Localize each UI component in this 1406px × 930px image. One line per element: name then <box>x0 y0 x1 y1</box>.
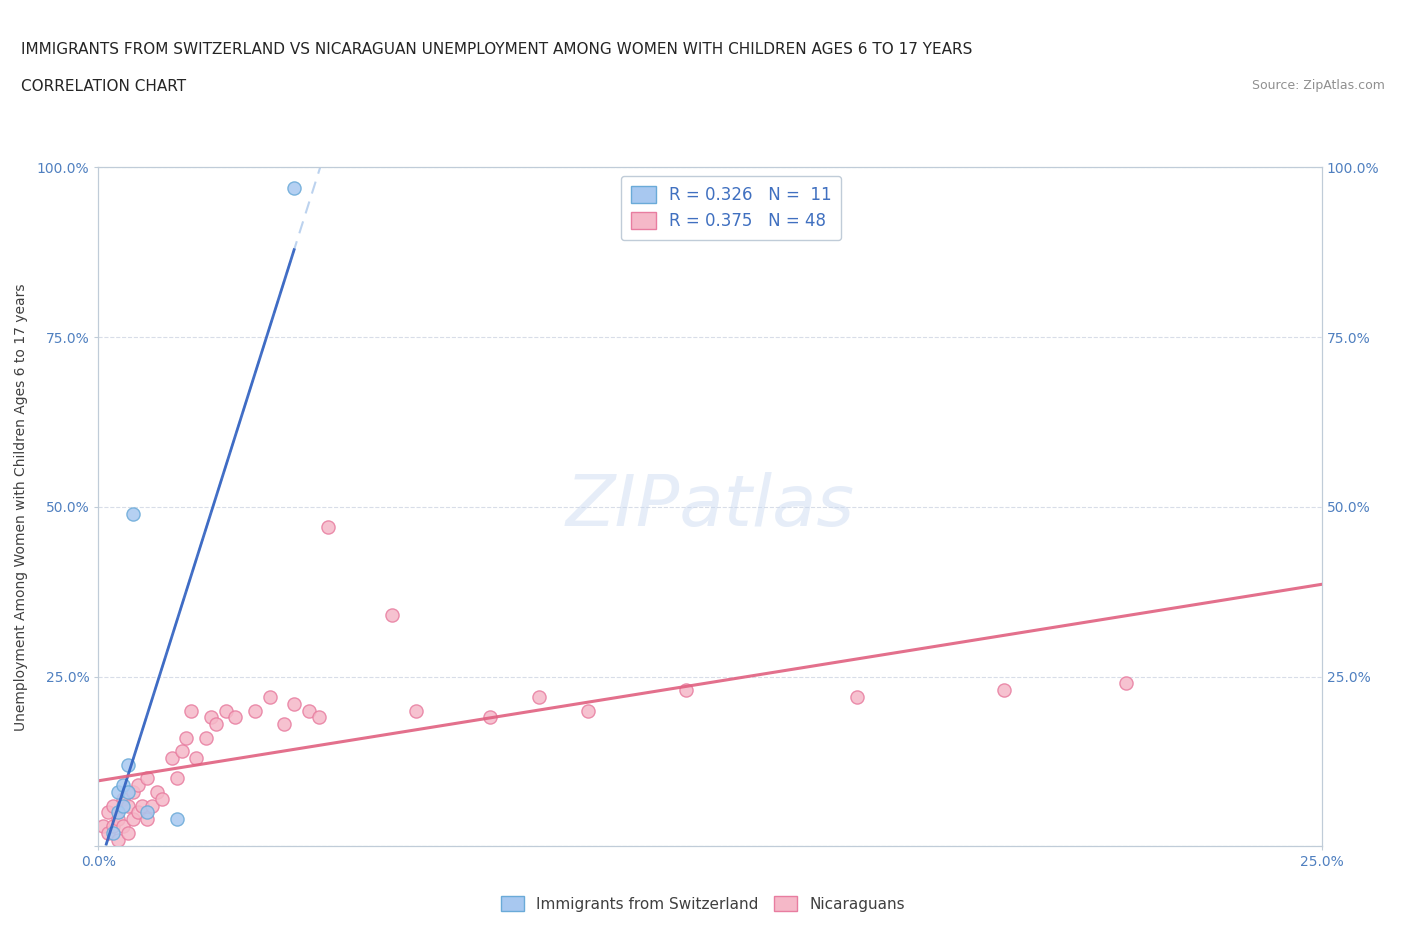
Point <box>527 689 550 704</box>
Point <box>675 683 697 698</box>
Text: Source: ZipAtlas.com: Source: ZipAtlas.com <box>1251 79 1385 92</box>
Point <box>273 717 295 732</box>
Point <box>195 730 218 745</box>
Point <box>166 771 188 786</box>
Point <box>141 798 163 813</box>
Point <box>283 697 305 711</box>
Point <box>107 785 129 800</box>
Point <box>136 805 159 820</box>
Point <box>1115 676 1137 691</box>
Point <box>150 791 173 806</box>
Point <box>166 812 188 827</box>
Point <box>993 683 1015 698</box>
Point <box>845 689 868 704</box>
Text: IMMIGRANTS FROM SWITZERLAND VS NICARAGUAN UNEMPLOYMENT AMONG WOMEN WITH CHILDREN: IMMIGRANTS FROM SWITZERLAND VS NICARAGUA… <box>21 42 973 57</box>
Text: CORRELATION CHART: CORRELATION CHART <box>21 79 186 94</box>
Point <box>186 751 208 765</box>
Point <box>224 710 246 724</box>
Point <box>243 703 266 718</box>
Point <box>283 180 305 195</box>
Point <box>91 818 114 833</box>
Point <box>121 506 143 521</box>
Point <box>308 710 330 724</box>
Point <box>127 805 149 820</box>
Point <box>136 771 159 786</box>
Point <box>97 825 120 840</box>
Point <box>205 717 228 732</box>
Point <box>160 751 183 765</box>
Point <box>576 703 599 718</box>
Point <box>127 777 149 792</box>
Point <box>180 703 202 718</box>
Point <box>170 744 193 759</box>
Point <box>117 757 139 772</box>
Point <box>101 798 124 813</box>
Point <box>318 520 340 535</box>
Point <box>121 812 143 827</box>
Point <box>259 689 281 704</box>
Point <box>121 785 143 800</box>
Point <box>214 703 236 718</box>
Point <box>176 730 198 745</box>
Point <box>136 812 159 827</box>
Point <box>111 791 134 806</box>
Point <box>111 777 134 792</box>
Point <box>117 798 139 813</box>
Point <box>131 798 153 813</box>
Y-axis label: Unemployment Among Women with Children Ages 6 to 17 years: Unemployment Among Women with Children A… <box>14 283 28 731</box>
Text: ZIPatlas: ZIPatlas <box>565 472 855 541</box>
Point <box>101 818 124 833</box>
Legend: Immigrants from Switzerland, Nicaraguans: Immigrants from Switzerland, Nicaraguans <box>495 889 911 918</box>
Point <box>298 703 321 718</box>
Point <box>478 710 501 724</box>
Point <box>101 825 124 840</box>
Point <box>111 818 134 833</box>
Point <box>111 798 134 813</box>
Point <box>117 825 139 840</box>
Point <box>381 608 404 623</box>
Point <box>107 812 129 827</box>
Point <box>107 805 129 820</box>
Point <box>107 832 129 847</box>
Legend: R = 0.326   N =  11, R = 0.375   N = 48: R = 0.326 N = 11, R = 0.375 N = 48 <box>620 176 841 240</box>
Point <box>405 703 427 718</box>
Point <box>200 710 222 724</box>
Point <box>146 785 169 800</box>
Point <box>97 805 120 820</box>
Point <box>117 785 139 800</box>
